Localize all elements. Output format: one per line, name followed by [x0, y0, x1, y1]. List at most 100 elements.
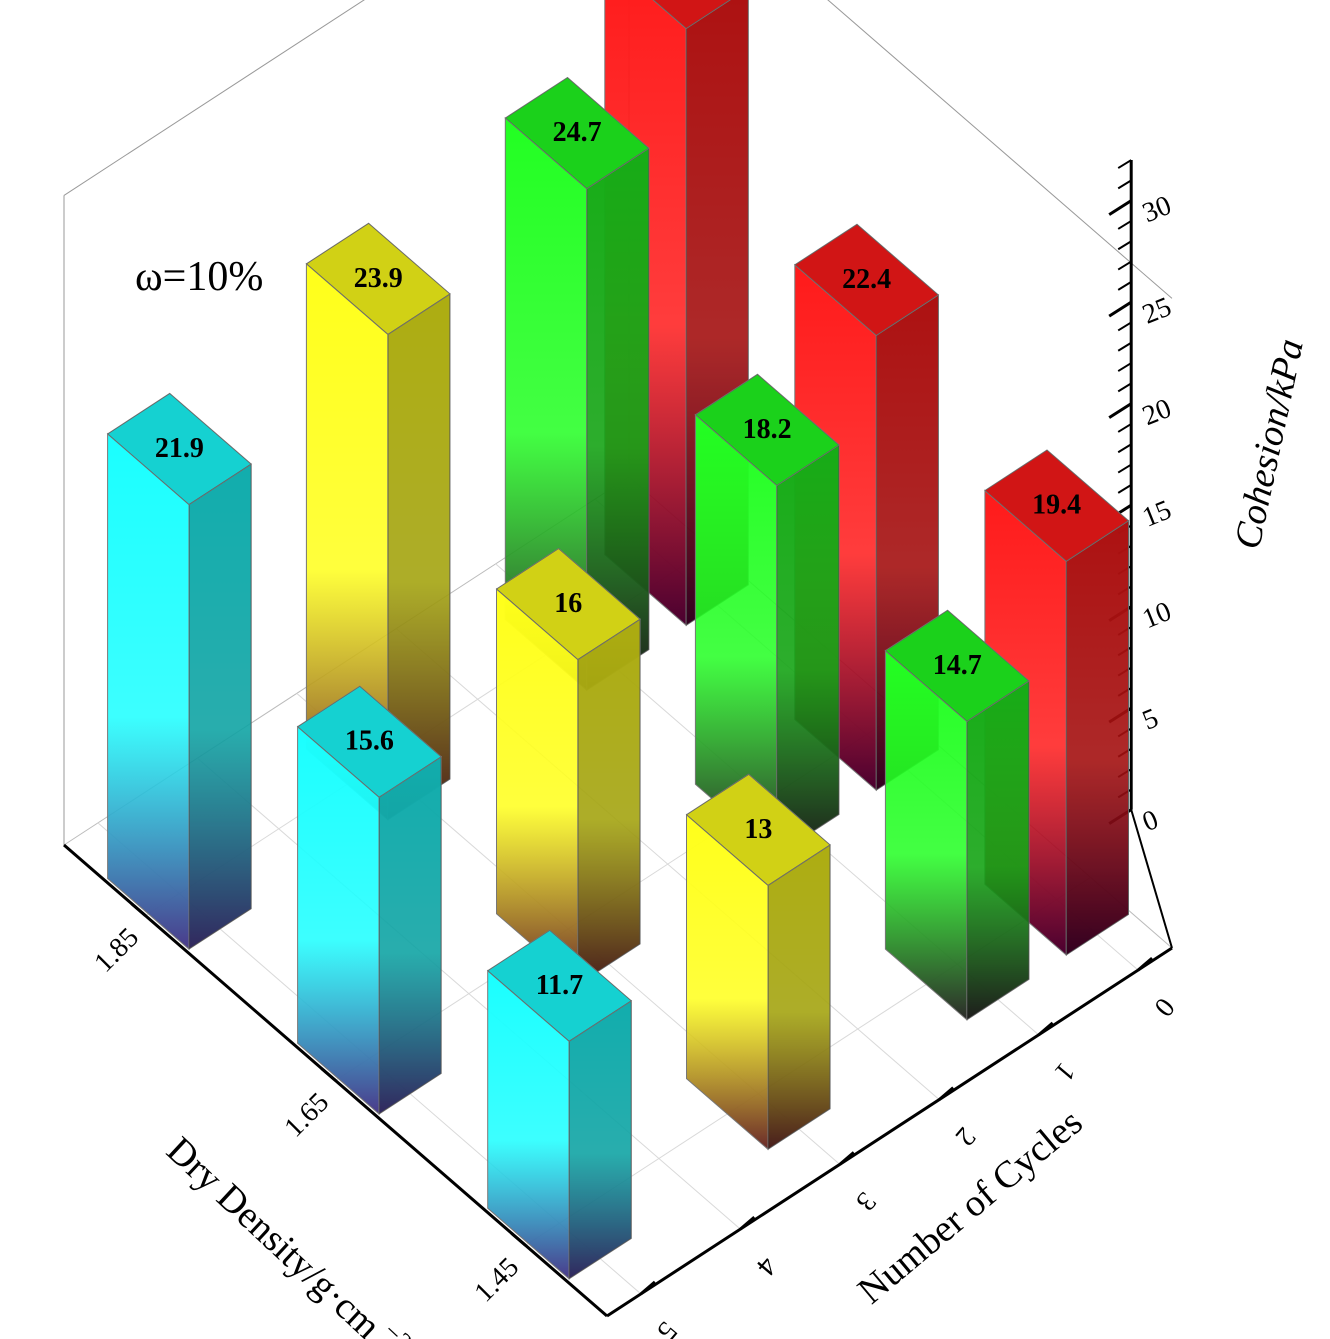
- bar-value-label: 23.9: [354, 263, 403, 294]
- cohesion-minor-tick: [1117, 362, 1132, 372]
- bar: 21.9: [106, 392, 253, 951]
- bar-face-top-shade: [653, 0, 730, 29]
- cycles-tick: [1037, 1021, 1054, 1036]
- bar-face-left: [107, 432, 190, 951]
- cohesion-axis-title: Cohesion/kPa: [1227, 335, 1312, 552]
- cohesion-minor-tick: [1117, 240, 1132, 251]
- density-tick: [130, 902, 147, 917]
- bar: 11.7: [486, 929, 633, 1280]
- cycles-tick: [639, 1280, 656, 1296]
- density-axis-title-superscript: −3: [373, 1312, 418, 1339]
- cohesion-minor-tick: [1117, 280, 1132, 291]
- bar-face-top-shade: [297, 686, 442, 798]
- bar-value-label: 19.4: [1032, 490, 1081, 521]
- cycles-tick: [739, 1216, 756, 1231]
- cohesion-minor-tick: [1117, 321, 1132, 332]
- bar: 24.7: [504, 76, 650, 692]
- bar-value-label: 14.7: [933, 650, 982, 681]
- density-tick-label: 1.45: [469, 1252, 526, 1309]
- cycles-tick-label: 4: [750, 1251, 783, 1282]
- bar-face-top: [305, 222, 451, 336]
- cohesion-major-tick: [1108, 199, 1133, 216]
- bar-value-label: 24.7: [553, 117, 602, 148]
- bar-face-top: [652, 0, 731, 30]
- bar-value-label: 13: [744, 814, 772, 845]
- bar-face-right-shade: [569, 1000, 632, 1279]
- density-tick-label: 1.85: [88, 922, 145, 979]
- cohesion-minor-tick: [1117, 443, 1132, 454]
- bar-face-top: [694, 373, 840, 487]
- cohesion-minor-tick: [1117, 382, 1132, 393]
- bar-face-top: [486, 929, 633, 1042]
- bar-value-label: 21.9: [155, 433, 204, 464]
- cohesion-tick-label: 10: [1138, 596, 1176, 635]
- cycles-tick-label: 5: [651, 1315, 684, 1339]
- bar-face-top: [106, 392, 253, 506]
- cycles-tick: [838, 1151, 855, 1166]
- density-tick: [320, 1067, 337, 1082]
- density-tick-label: 1.65: [279, 1087, 336, 1144]
- bar-face-top: [495, 547, 641, 661]
- cohesion-tick-label: 5: [1138, 703, 1163, 737]
- bar-face-right-shade: [966, 680, 1029, 1020]
- bar-face-top: [296, 685, 443, 798]
- cycles-tick-label: 1: [1048, 1056, 1081, 1087]
- cycles-tick-label: 3: [849, 1186, 882, 1217]
- bar-value-label: 11.7: [536, 970, 583, 1001]
- bar-face-right-shade: [776, 445, 839, 855]
- bar-face-right-shade: [586, 148, 649, 691]
- cycles-axis-line: [606, 946, 1173, 1318]
- cohesion-tick-label: 20: [1138, 393, 1176, 432]
- bar-face-top: [793, 223, 940, 337]
- bar-face-right-shade: [379, 756, 442, 1114]
- bar: 14.7: [884, 609, 1030, 1021]
- cohesion-minor-tick: [1117, 483, 1132, 494]
- cohesion-minor-tick: [1117, 423, 1132, 433]
- bar: 13: [685, 773, 831, 1151]
- bars: 29.424.723.922.418.221.91619.414.715.613…: [106, 0, 1130, 1280]
- density-tick: [510, 1232, 527, 1247]
- cohesion-tick-label: 30: [1138, 190, 1176, 229]
- bar-face-top-shade: [695, 374, 839, 486]
- bar-face-top-shade: [984, 450, 1129, 562]
- bar-face-right-shade: [189, 464, 252, 950]
- bar: 18.2: [694, 373, 840, 856]
- cohesion-minor-tick: [1117, 260, 1132, 271]
- bar-value-label: 15.6: [345, 726, 394, 757]
- bar-face-top: [504, 76, 650, 190]
- cohesion-minor-tick: [1117, 341, 1132, 352]
- cohesion-minor-tick: [1117, 159, 1132, 169]
- cohesion-minor-tick: [1117, 463, 1132, 474]
- bar-face-top: [984, 449, 1130, 562]
- bar-value-label: 22.4: [842, 264, 891, 295]
- cycles-tick-label: 0: [1148, 992, 1181, 1023]
- bar: 23.9: [305, 222, 451, 821]
- bar-face-top-shade: [306, 223, 450, 335]
- bar: 16: [495, 547, 641, 986]
- bar-face-top-shade: [885, 610, 1029, 722]
- bar-face-top-shade: [107, 393, 252, 505]
- bar-face-right-shade: [577, 619, 641, 985]
- water-content-annotation: ω=10%: [135, 254, 263, 300]
- cohesion-major-tick: [1108, 300, 1133, 318]
- bar-face-top-shade: [487, 930, 632, 1042]
- cohesion-minor-tick: [1117, 220, 1132, 230]
- bar-face-top: [685, 773, 831, 887]
- cycles-tick: [1137, 956, 1154, 972]
- cohesion-tick-label: 15: [1138, 494, 1176, 533]
- bar-value-label: 18.2: [743, 414, 792, 445]
- cohesion-tick-label: 0: [1138, 804, 1163, 838]
- cycles-tick: [938, 1086, 955, 1101]
- top-right-edge: [827, 0, 1173, 299]
- bar-face-right-shade: [768, 844, 831, 1150]
- bar-face-right-shade: [387, 293, 450, 820]
- bar-face-top-shade: [794, 224, 939, 336]
- cycles-tick-label: 2: [949, 1121, 982, 1152]
- cohesion-major-tick: [1108, 402, 1133, 419]
- bar-face-right-shade: [1066, 520, 1129, 955]
- bar-value-label: 16: [554, 588, 582, 619]
- bar: 15.6: [296, 685, 443, 1116]
- bar-face-top-shade: [505, 77, 649, 189]
